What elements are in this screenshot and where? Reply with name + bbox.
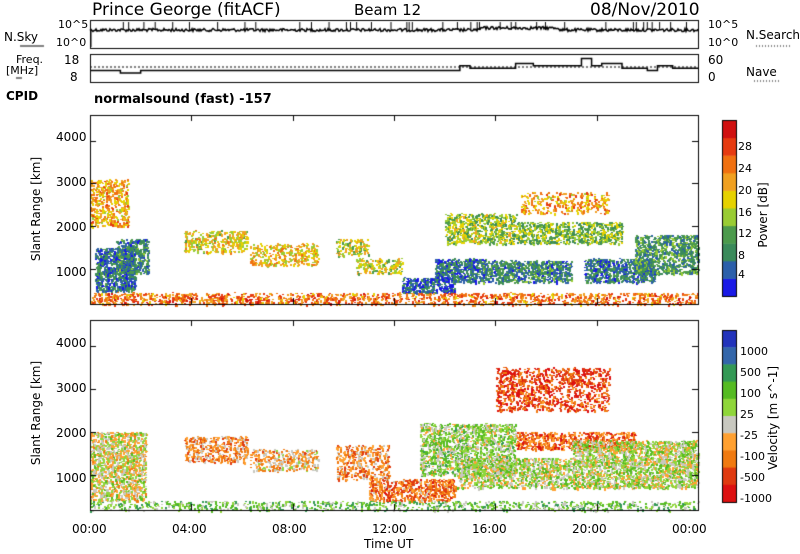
vel-cb-tick-1000: 1000 [740,345,768,358]
power-cb-tick-8: 8 [738,249,745,262]
nave-tick-bottom: 0 [708,70,716,84]
vel-cb-tick-neg1000: -1000 [740,492,772,505]
power-ytick-2000: 2000 [56,220,87,234]
power-ytick-4000: 4000 [56,130,87,144]
xtick-0000: 00:00 [72,522,107,536]
power-ylabel: Slant Range [km] [29,156,43,262]
xtick-0400: 04:00 [172,522,207,536]
vel-cb-tick-500: 500 [740,366,761,379]
nsky-tick-top: 10^5 [58,18,89,31]
freq-tick-bottom: 8 [70,70,78,84]
xtick-2000: 20:00 [572,522,607,536]
power-ytick-3000: 3000 [56,175,87,189]
power-cb-tick-28: 28 [738,140,752,153]
xtick-0800: 08:00 [272,522,307,536]
power-colorbar-label: Power [dB] [756,182,770,248]
power-cb-tick-24: 24 [738,162,752,175]
vel-cb-tick-neg25: -25 [740,429,758,442]
beam-label: Beam 12 [354,1,422,19]
nsky-tick-bottom: 10^0 [56,36,87,49]
date-label: 08/Nov/2010 [590,0,700,20]
velocity-colorbar-label: Velocity [m s^-1] [766,365,780,471]
freq-label: Freq. [16,53,44,66]
velocity-ytick-1000: 1000 [56,471,87,485]
xtick-1600: 16:00 [472,522,507,536]
velocity-ytick-2000: 2000 [56,426,87,440]
velocity-ylabel: Slant Range [km] [29,360,43,466]
vel-cb-tick-neg500: -500 [740,471,765,484]
xaxis-label: Time UT [364,537,414,551]
cpid-program: normalsound (fast) -157 [94,92,272,107]
freq-unit-label: [MHz] [6,64,39,77]
nave-label: Nave [746,65,777,79]
velocity-ytick-4000: 4000 [56,336,87,350]
velocity-ytick-3000: 3000 [56,381,87,395]
nsearch-tick-top: 10^5 [708,18,739,31]
power-cb-tick-16: 16 [738,206,752,219]
xtick-1200: 12:00 [372,522,407,536]
nsky-label: N.Sky [4,30,39,44]
vel-cb-tick-25: 25 [740,408,754,421]
power-cb-tick-12: 12 [738,227,752,240]
power-ytick-1000: 1000 [56,265,87,279]
vel-cb-tick-neg100: -100 [740,450,765,463]
station-title: Prince George (fitACF) [92,0,281,20]
power-cb-tick-20: 20 [738,184,752,197]
vel-cb-tick-100: 100 [740,387,761,400]
xtick-2400: 00:00 [672,522,707,536]
nsearch-label: N.Search [746,28,800,42]
freq-tick-top: 18 [64,53,80,67]
nsearch-tick-bottom: 10^0 [708,36,739,49]
nave-tick-top: 60 [708,53,724,67]
cpid-label: CPID [6,89,39,103]
power-cb-tick-4: 4 [738,268,745,281]
